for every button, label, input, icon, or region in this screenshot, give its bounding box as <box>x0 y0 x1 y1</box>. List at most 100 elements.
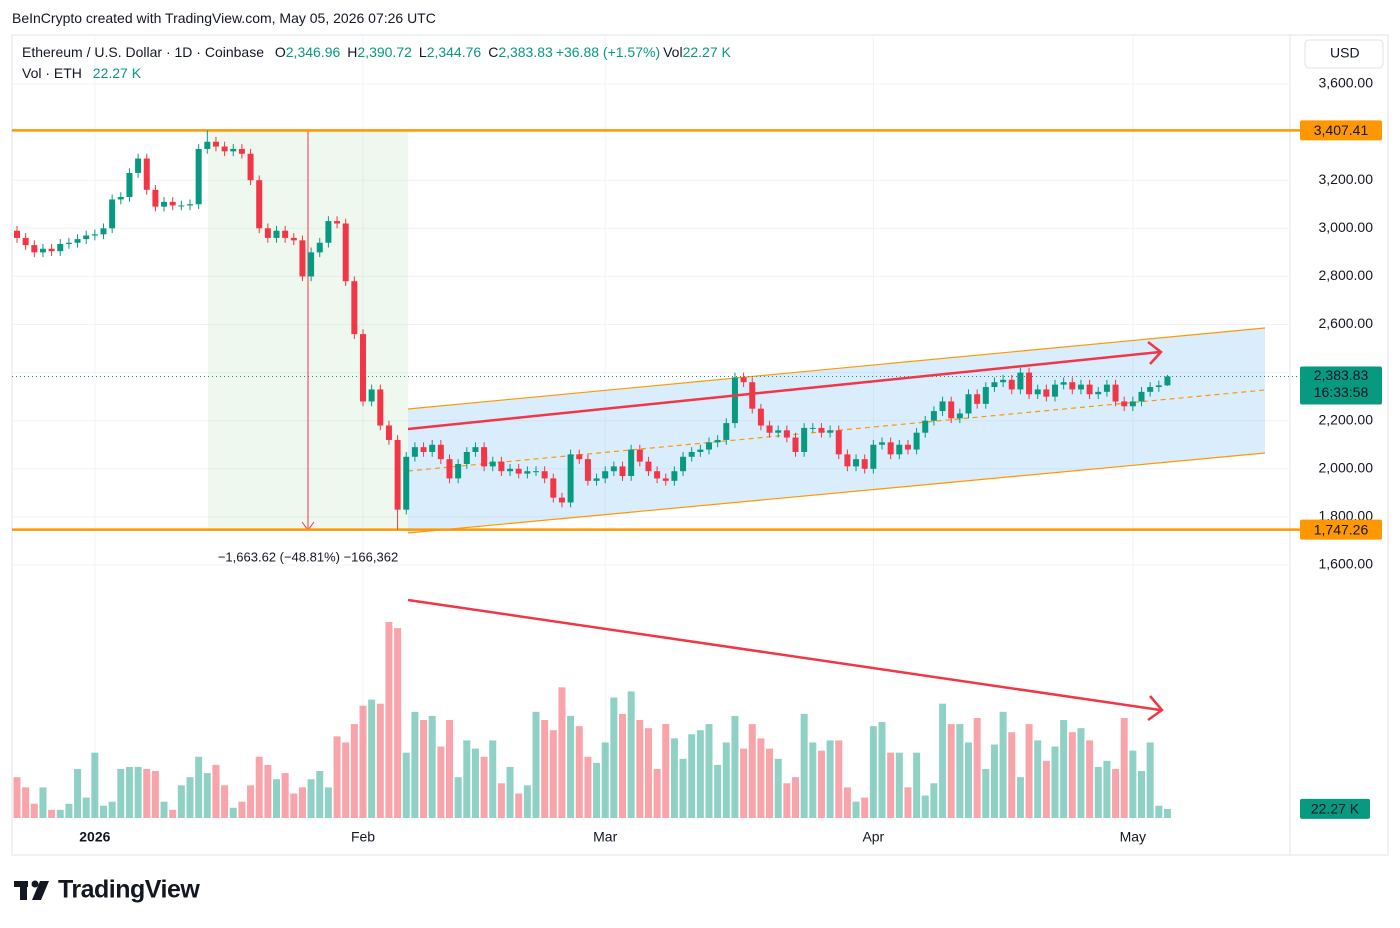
price-axis: 1,600.001,800.002,000.002,200.002,400.00… <box>79 75 1382 845</box>
candle-body <box>922 420 929 433</box>
candle-body <box>1155 385 1162 388</box>
candle-body <box>377 389 384 426</box>
volume-bar <box>298 787 306 818</box>
level-label: 1,747.26 <box>1314 521 1369 537</box>
volume-bar <box>281 773 289 818</box>
volume-bar <box>394 628 402 818</box>
candle-body <box>481 447 488 467</box>
candle-body <box>204 141 211 149</box>
volume-bar <box>1034 740 1042 818</box>
ohlc-value: 2,383.83 <box>498 44 553 60</box>
volume-bar <box>817 750 825 818</box>
x-tick-label: May <box>1120 829 1146 845</box>
volume-bar <box>48 809 56 818</box>
volume-bar <box>134 766 142 818</box>
ohlc-key: H <box>347 44 358 60</box>
volume-bar <box>125 766 133 818</box>
volume-bar <box>809 742 817 818</box>
volume-bar <box>766 748 774 818</box>
volume-bar <box>22 787 30 818</box>
candle-body <box>57 243 64 252</box>
legend: Ethereum / U.S. Dollar · 1D · Coinbase O… <box>22 44 734 60</box>
channel-lower <box>407 452 1266 534</box>
volume-bar <box>65 803 73 818</box>
volume-bar <box>1163 808 1171 818</box>
volume-bar <box>1129 750 1137 818</box>
volume-bar <box>843 787 851 818</box>
candle-body <box>282 230 289 238</box>
candle-body <box>14 230 20 238</box>
credit: BeInCrypto created with TradingView.com,… <box>12 10 436 26</box>
volume-bar <box>30 803 38 818</box>
volume-bar <box>117 769 125 818</box>
change: +36.88 (+1.57%) <box>555 44 661 60</box>
candle-body <box>1060 382 1067 385</box>
volume-bar <box>497 783 505 818</box>
candle-body <box>576 454 583 460</box>
last-price-badge <box>1300 366 1382 405</box>
volume-bar <box>160 801 168 818</box>
candle-body <box>489 461 496 467</box>
candle-body <box>1121 401 1128 407</box>
volume-bar <box>740 748 748 818</box>
candle-body <box>1043 389 1050 397</box>
y-tick-label: 2,000.00 <box>1319 460 1374 476</box>
volume-bar <box>930 783 938 818</box>
volume-bar <box>973 717 981 818</box>
candle-body <box>290 237 297 241</box>
volume-bar <box>575 726 583 818</box>
volume-bar <box>506 766 514 818</box>
candle-body <box>117 197 124 200</box>
y-tick-label: 1,600.00 <box>1319 556 1374 572</box>
volume-bar <box>826 740 834 818</box>
candle-body <box>1164 376 1171 386</box>
candle-body <box>83 235 90 240</box>
level-label: 3,407.41 <box>1314 122 1369 138</box>
candle-body <box>161 201 168 207</box>
volume-bar <box>792 777 799 818</box>
candle-body <box>437 444 444 460</box>
volume-trend-arrowhead <box>1147 695 1164 722</box>
volume-bar <box>290 793 298 818</box>
measure-label: −1,663.62 (−48.81%) −166,362 <box>218 549 398 564</box>
candle-body <box>169 201 176 206</box>
candle-body <box>299 240 306 277</box>
candle-body <box>109 199 116 229</box>
grid <box>12 35 1290 822</box>
candle-body <box>870 444 877 469</box>
candle-body <box>533 471 539 473</box>
vol-key: Vol <box>663 44 683 60</box>
volume-bar <box>939 703 947 818</box>
y-tick-label: 2,800.00 <box>1319 267 1374 283</box>
volume-bar <box>688 734 696 818</box>
candle-body <box>904 444 911 450</box>
volume-bar <box>696 730 704 818</box>
candle-body <box>714 439 721 443</box>
candle-body <box>126 172 133 198</box>
candle-body <box>325 221 332 243</box>
candle-body <box>671 471 678 481</box>
volume-bar <box>869 726 877 818</box>
volume-bar <box>307 779 315 818</box>
volume-bar <box>1077 728 1085 818</box>
volume-bar <box>229 807 237 818</box>
candle-body <box>610 466 617 472</box>
volume-bar <box>385 622 393 818</box>
countdown: 16:33:58 <box>1314 384 1369 400</box>
volume-bar <box>82 797 90 818</box>
y-tick-label: 3,200.00 <box>1319 171 1374 187</box>
candle-body <box>827 430 834 433</box>
volume-bar <box>212 764 220 818</box>
volume-bar <box>982 769 990 818</box>
candle-body <box>334 221 341 224</box>
candle-body <box>238 148 245 154</box>
candle-body <box>662 478 669 481</box>
vol-value: 22.27 K <box>682 44 731 60</box>
candle-body <box>775 430 782 433</box>
candle-body <box>515 468 522 474</box>
volume-bar <box>636 720 644 818</box>
candle-body <box>264 228 271 238</box>
candle-body <box>368 389 375 402</box>
volume-bar <box>489 740 497 818</box>
volume-bar <box>895 752 903 818</box>
